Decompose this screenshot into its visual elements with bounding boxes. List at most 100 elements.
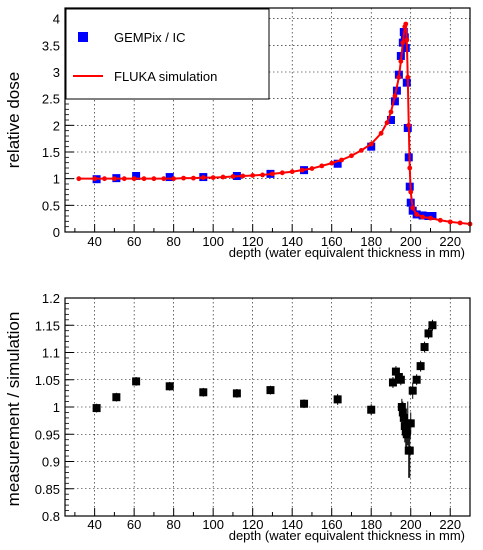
bottom-y-tick-label: 1 bbox=[53, 400, 60, 415]
bottom-y-tick-label: 0.85 bbox=[35, 482, 60, 497]
top-y-tick-label: 3.5 bbox=[42, 38, 60, 53]
fluka-simulation-point bbox=[279, 170, 285, 176]
fluka-simulation-point bbox=[270, 171, 275, 177]
ratio-data-point bbox=[405, 446, 414, 455]
fluka-simulation-point bbox=[388, 109, 394, 115]
ratio-data-point bbox=[399, 413, 408, 422]
fluka-simulation-point bbox=[181, 175, 186, 181]
fluka-simulation-point bbox=[407, 165, 413, 171]
bottom-x-tick-label: 220 bbox=[439, 517, 461, 532]
ratio-data-point bbox=[388, 378, 397, 387]
gempix-data-point bbox=[406, 198, 415, 207]
ratio-data-point bbox=[408, 386, 417, 395]
bottom-x-axis-title: depth (water equivalent thickness in mm) bbox=[229, 528, 465, 543]
ratio-data-point bbox=[396, 375, 405, 384]
fluka-simulation-point bbox=[428, 215, 433, 221]
fluka-simulation-point bbox=[329, 160, 335, 166]
ratio-data-point bbox=[367, 405, 376, 414]
legend-label-fluka: FLUKA simulation bbox=[114, 69, 217, 84]
fluka-simulation-point bbox=[358, 148, 364, 153]
fluka-simulation-line bbox=[78, 23, 471, 225]
fluka-simulation-point bbox=[408, 189, 414, 195]
bottom-x-tick-label: 60 bbox=[127, 517, 141, 532]
top-x-tick-label: 140 bbox=[281, 234, 303, 249]
legend-marker-gempix bbox=[78, 32, 88, 42]
top-x-tick-label: 40 bbox=[87, 234, 101, 249]
fluka-simulation-point bbox=[410, 205, 416, 211]
bottom-y-tick-label: 0.95 bbox=[35, 427, 60, 442]
fluka-simulation-point bbox=[400, 40, 406, 46]
gempix-data-point bbox=[401, 44, 410, 52]
fluka-simulation-point bbox=[447, 219, 453, 225]
fluka-simulation-point bbox=[161, 176, 167, 182]
bottom-plot-marks bbox=[92, 319, 437, 478]
top-x-tick-label: 180 bbox=[360, 234, 382, 249]
fluka-simulation-point bbox=[76, 176, 82, 182]
fluka-simulation-point bbox=[210, 175, 216, 181]
ratio-data-point bbox=[300, 399, 309, 408]
ratio-data-point bbox=[199, 388, 208, 397]
ratio-data-point bbox=[420, 343, 429, 352]
ratio-data-point bbox=[333, 395, 342, 404]
top-y-tick-label: 0 bbox=[53, 225, 60, 240]
fluka-simulation-point bbox=[131, 176, 137, 182]
fluka-simulation-point bbox=[92, 176, 98, 182]
fluka-simulation-point bbox=[405, 74, 411, 80]
fluka-simulation-point bbox=[403, 21, 409, 27]
fluka-simulation-point bbox=[111, 176, 117, 182]
top-axis-ticks: 40 60 80 100 120 140 160 180 200 220 0 0.5 1 1.5 2 2.5 3… bbox=[42, 7, 471, 249]
ratio-data-point bbox=[397, 403, 406, 411]
top-plot-marks bbox=[76, 21, 473, 227]
top-x-tick-label: 80 bbox=[166, 234, 180, 249]
fluka-simulation-point bbox=[392, 93, 398, 99]
fluka-simulation-point bbox=[141, 176, 147, 182]
gempix-data-point bbox=[402, 78, 411, 87]
bottom-plot-frame bbox=[64, 297, 471, 517]
bottom-y-tick-label: 1.2 bbox=[42, 291, 60, 306]
fluka-simulation-point bbox=[349, 153, 354, 159]
bottom-grid bbox=[65, 297, 470, 517]
legend: GEMPix / IC FLUKA simulation bbox=[65, 8, 270, 100]
top-y-tick-label: 2.5 bbox=[42, 92, 60, 107]
top-y-tick-label: 2 bbox=[53, 118, 60, 133]
fluka-simulation-point bbox=[250, 173, 256, 178]
top-x-tick-label: 60 bbox=[127, 234, 141, 249]
fluka-simulation-point bbox=[319, 163, 325, 169]
top-x-tick-label: 220 bbox=[439, 234, 461, 249]
bottom-x-tick-label: 80 bbox=[166, 517, 180, 532]
top-x-tick-label: 200 bbox=[400, 234, 422, 249]
legend-box bbox=[65, 8, 270, 100]
top-y-tick-label: 4 bbox=[53, 12, 60, 27]
top-y-tick-label: 0.5 bbox=[42, 198, 60, 213]
top-x-tick-label: 100 bbox=[202, 234, 224, 249]
gempix-data-point bbox=[367, 142, 376, 151]
fluka-simulation-point bbox=[299, 167, 305, 173]
fluka-simulation-point bbox=[368, 141, 374, 147]
top-plot-frame bbox=[64, 7, 471, 233]
relative-dose-panel: 40 60 80 100 120 140 160 180 200 220 0 0.5 1 1.5 2 2.5 3… bbox=[4, 7, 473, 260]
gempix-data-point bbox=[400, 33, 409, 42]
top-y-tick-label: 1 bbox=[53, 172, 60, 187]
fluka-simulation-point bbox=[102, 176, 107, 182]
fluka-simulation-point bbox=[414, 212, 420, 217]
bottom-x-tick-label: 140 bbox=[281, 517, 303, 532]
fluka-simulation-point bbox=[260, 172, 265, 178]
bottom-y-tick-label: 1.05 bbox=[35, 373, 60, 388]
bottom-x-tick-label: 200 bbox=[400, 517, 422, 532]
bottom-y-tick-label: 0.9 bbox=[42, 455, 60, 470]
bottom-y-tick-label: 0.8 bbox=[42, 509, 60, 524]
fluka-simulation-point bbox=[437, 217, 443, 223]
fluka-simulation-point bbox=[191, 175, 196, 181]
gempix-data-point bbox=[132, 172, 141, 180]
fluka-simulation-point bbox=[420, 214, 425, 220]
bottom-y-tick-label: 1.1 bbox=[42, 346, 60, 361]
bottom-x-tick-label: 180 bbox=[360, 517, 382, 532]
gempix-data-point bbox=[390, 97, 399, 106]
top-x-axis-title: depth (water equivalent thickness in mm) bbox=[229, 245, 465, 260]
ratio-data-point bbox=[406, 419, 415, 428]
gempix-data-point bbox=[386, 116, 395, 124]
gempix-data-point bbox=[428, 212, 437, 220]
fluka-simulation-point bbox=[200, 175, 206, 181]
fluka-simulation-point bbox=[240, 173, 246, 179]
gempix-data-point bbox=[333, 159, 342, 168]
